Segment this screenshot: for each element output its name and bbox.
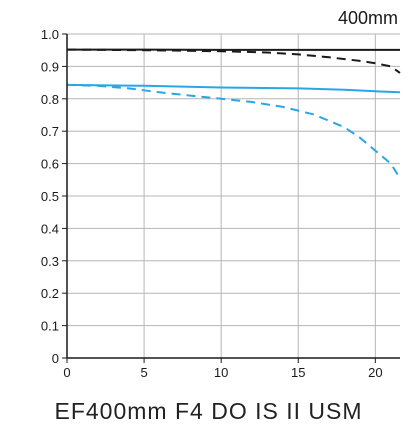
series-line-2 xyxy=(66,48,401,74)
series-group xyxy=(66,48,401,179)
y-tick-label: 0 xyxy=(52,351,59,366)
y-tick-label: 0.9 xyxy=(41,59,59,74)
y-tick-label: 0.5 xyxy=(41,189,59,204)
chart-title: 400mm xyxy=(338,8,398,28)
y-tick-label: 0.4 xyxy=(41,221,59,236)
y-tick-label: 0.1 xyxy=(41,319,59,334)
lens-caption: EF400mm F4 DO IS II USM xyxy=(54,398,363,424)
x-tick-label: 0 xyxy=(63,365,70,380)
axes xyxy=(62,33,400,363)
tick-labels: 0 0.1 0.2 0.3 0.4 0.5 0.6 0.7 0.8 0.9 1.0 0 5 10 15 20 xyxy=(41,27,383,380)
series-line-4 xyxy=(66,83,401,179)
y-tick-label: 0.8 xyxy=(41,92,59,107)
x-tick-label: 20 xyxy=(368,365,382,380)
x-tick-label: 15 xyxy=(291,365,305,380)
y-tick-label: 0.6 xyxy=(41,157,59,172)
x-tick-label: 10 xyxy=(214,365,228,380)
y-tick-label: 0.3 xyxy=(41,254,59,269)
y-tick-label: 0.7 xyxy=(41,124,59,139)
x-tick-label: 5 xyxy=(140,365,147,380)
series-line-3 xyxy=(66,83,401,94)
y-tick-label: 1.0 xyxy=(41,27,59,42)
grid xyxy=(67,33,400,358)
mtf-chart: 00.10.20.30.40.50.60.70.80.91.00 5 10 15 20 … xyxy=(41,8,401,380)
y-tick-label: 0.2 xyxy=(41,286,59,301)
